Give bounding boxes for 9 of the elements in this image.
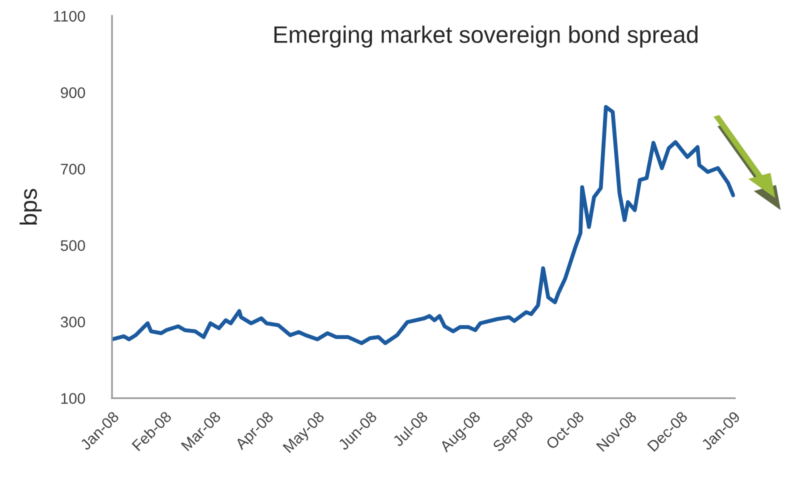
y-tick-label: 700 [60, 164, 86, 175]
y-tick-label: 900 [60, 87, 86, 98]
line-series [112, 105, 735, 346]
chart-title: Emerging market sovereign bond spread [274, 26, 698, 48]
y-tick-label: 100 [61, 393, 86, 404]
y-axis-title: bps [20, 188, 42, 225]
y-tick-label: 500 [60, 240, 86, 251]
y-tick-label: 1100 [54, 10, 86, 22]
y-tick-label: 300 [60, 316, 86, 328]
